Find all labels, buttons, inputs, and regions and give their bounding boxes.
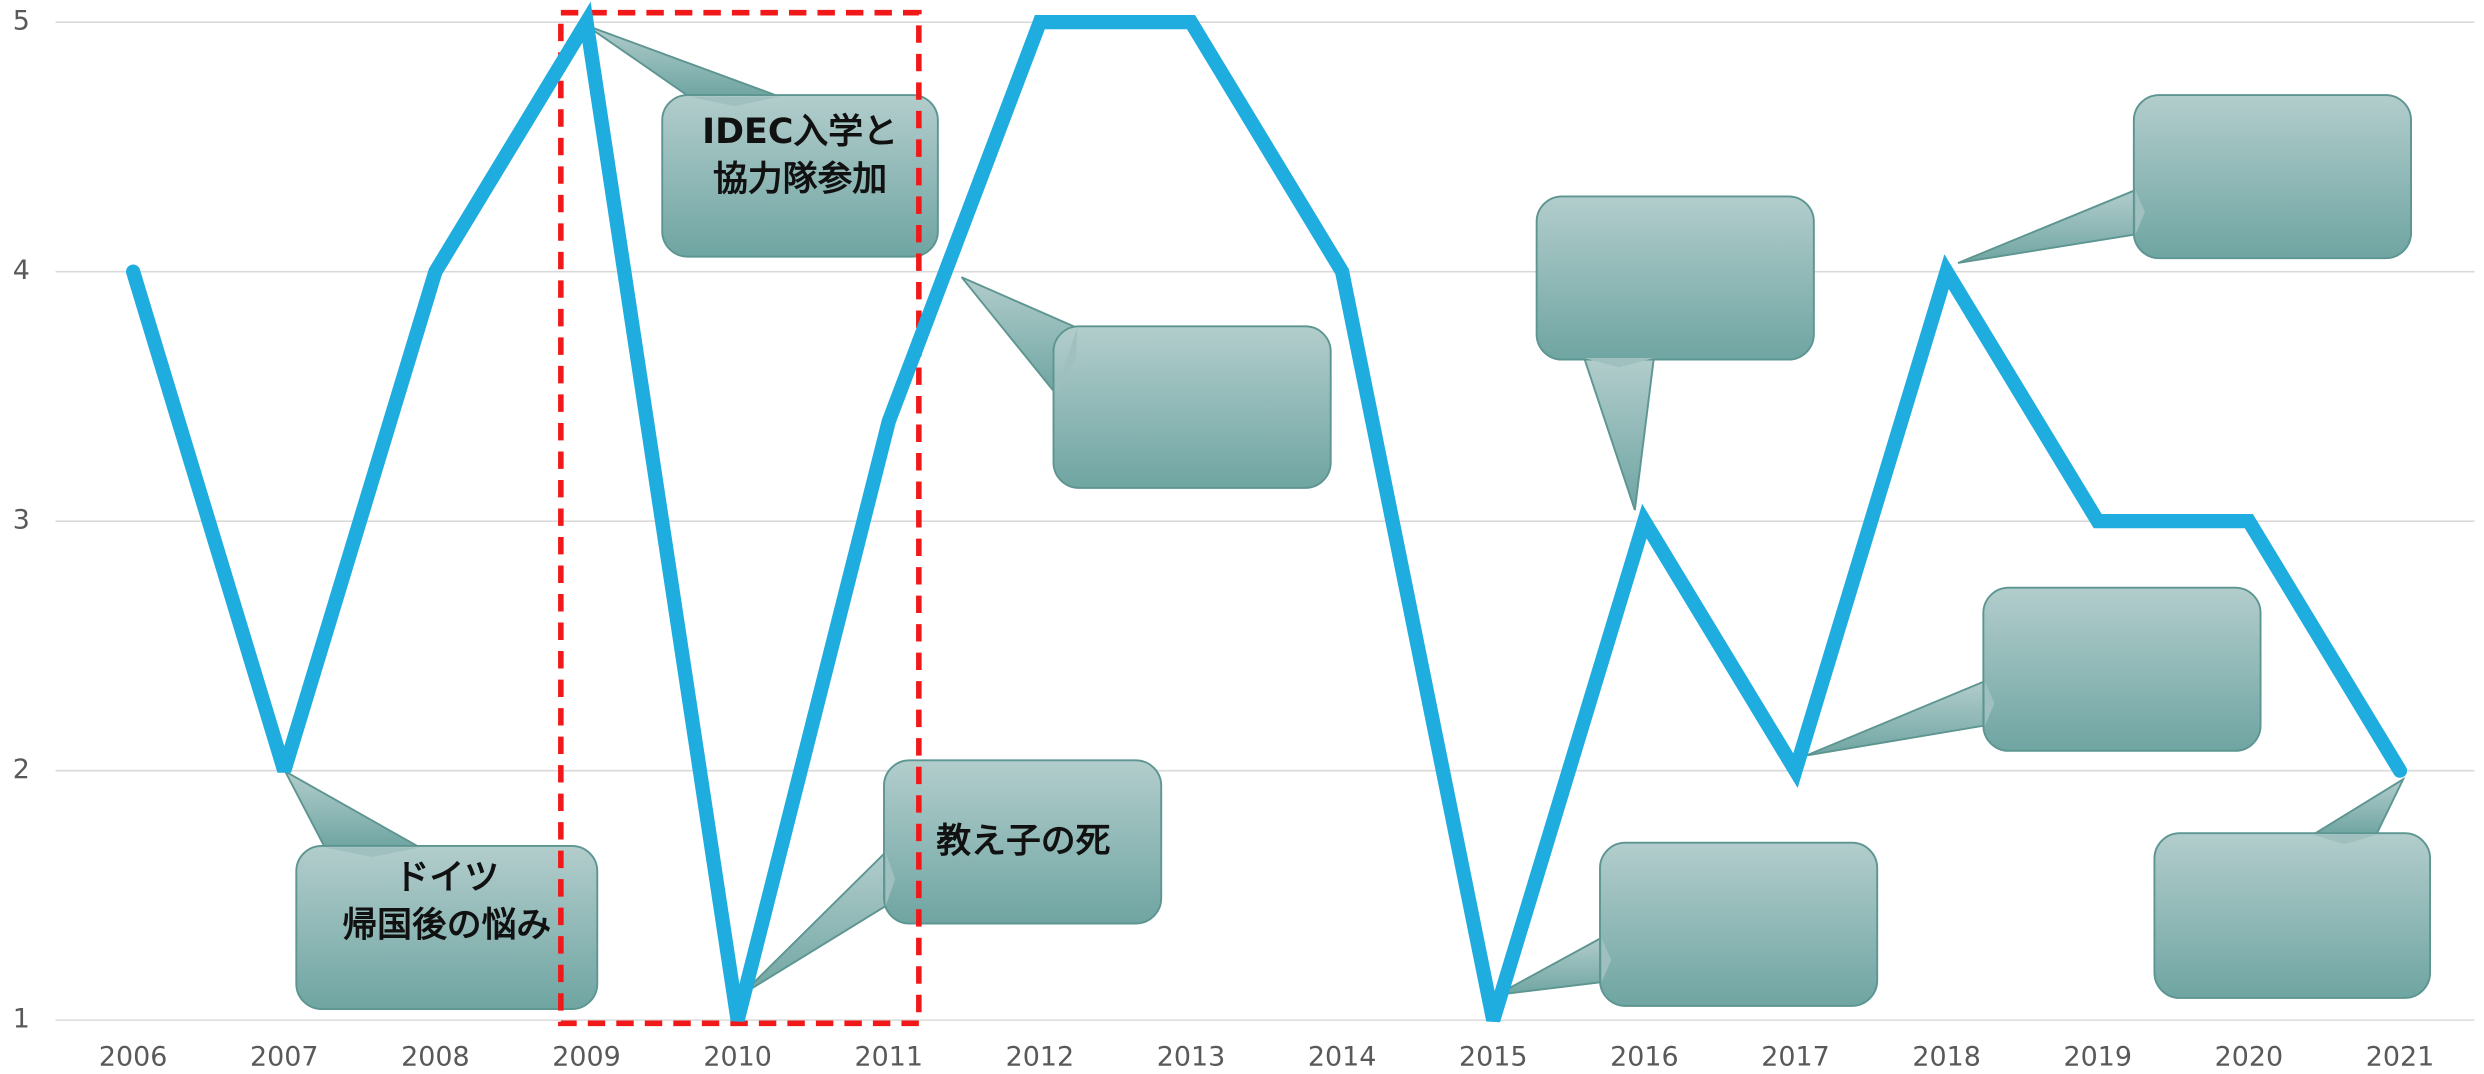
callout-box	[2132, 94, 2412, 260]
annotation: 帰国後の悩み	[342, 906, 551, 946]
callout-box	[1052, 325, 1332, 489]
y-tick-label: 2	[13, 754, 30, 785]
x-tick-label: 2016	[1610, 1042, 1678, 1073]
x-tick-label: 2009	[552, 1042, 620, 1073]
y-tick-label: 4	[13, 255, 30, 286]
callout-join	[324, 847, 420, 857]
callout-box	[1535, 195, 1815, 361]
callout-join	[1984, 681, 1995, 726]
x-tick-label: 2007	[250, 1042, 318, 1073]
x-tick-label: 2014	[1308, 1042, 1376, 1073]
x-tick-label: 2019	[2063, 1042, 2131, 1073]
callout-join	[1584, 358, 1654, 368]
callout-join	[2312, 834, 2377, 845]
callout-join	[1055, 327, 1078, 393]
annotation: IDEC入学と	[702, 111, 898, 152]
x-tick-label: 2010	[703, 1042, 771, 1073]
x-tick-label: 2012	[1006, 1042, 1074, 1073]
x-tick-label: 2011	[855, 1042, 923, 1073]
callout-pointer	[585, 24, 780, 98]
x-tick-label: 2008	[401, 1042, 469, 1073]
x-tick-label: 2018	[1912, 1042, 1980, 1073]
annotation: ドイツ	[395, 858, 500, 898]
y-tick-label: 3	[13, 505, 30, 536]
callout-box	[295, 844, 599, 1011]
callout-box	[883, 759, 1163, 925]
callout-pointer	[2309, 776, 2406, 836]
callout-box	[661, 94, 939, 258]
y-tick-label: 1	[13, 1004, 30, 1035]
callout-join	[1601, 937, 1612, 983]
y-tick-label: 5	[13, 6, 30, 37]
x-tick-label: 2015	[1459, 1042, 1527, 1073]
callout-pointer	[1805, 679, 1986, 757]
callout-box	[2153, 832, 2432, 999]
annotation: 教え子の死	[936, 822, 1110, 862]
x-tick-label: 2020	[2215, 1042, 2283, 1073]
callout-pointer	[1957, 188, 2137, 264]
callout-pointer	[282, 769, 424, 849]
callout-join	[885, 852, 896, 907]
callout-join	[689, 96, 780, 107]
x-tick-label: 2021	[2366, 1042, 2434, 1073]
grid	[55, 21, 2475, 1021]
callout-join	[2135, 190, 2145, 235]
callout-box	[1599, 841, 1879, 1007]
plot: 1 2 3 4 5 2006 2007 2008 2009 2010 2011 2012 2013 201…	[13, 1, 2434, 1073]
callout-box	[1982, 586, 2262, 752]
highlight-box	[558, 9, 922, 1027]
x-tick-label: 2017	[1761, 1042, 1829, 1073]
data-line	[126, 1, 2408, 1023]
x-tick-label: 2013	[1157, 1042, 1225, 1073]
x-tick-label: 2006	[99, 1042, 167, 1073]
callout-pointer	[1582, 357, 1655, 511]
annotation: 協力隊参加	[713, 160, 887, 200]
